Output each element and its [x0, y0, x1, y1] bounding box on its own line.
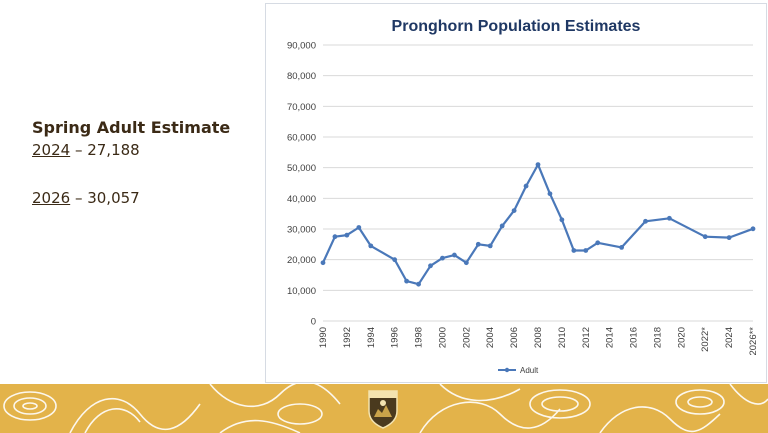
series-line-adult [321, 163, 754, 286]
data-point [416, 281, 421, 287]
y-tick-label: 20,000 [287, 255, 316, 266]
data-point [332, 234, 338, 240]
legend-swatch-marker [504, 367, 510, 373]
data-point [726, 235, 732, 241]
x-tick-label: 1990 [318, 327, 329, 348]
data-point [356, 225, 362, 230]
y-tick-label: 70,000 [287, 102, 316, 113]
data-point [320, 260, 326, 266]
data-point [404, 278, 410, 284]
y-tick-label: 0 [311, 317, 316, 328]
x-tick-label: 2026** [748, 327, 759, 356]
population-chart: Pronghorn Population Estimates 0 10,000 20,… [287, 18, 759, 375]
data-point [547, 191, 553, 197]
x-tick-label: 2020 [676, 327, 687, 348]
x-tick-label: 2018 [652, 327, 663, 348]
x-tick-label: 1994 [366, 327, 377, 348]
data-point [368, 243, 374, 249]
estimate-heading: Spring Adult Estimate [32, 118, 231, 137]
x-tick-label: 2006 [509, 327, 520, 348]
x-tick-label: 2024 [724, 327, 735, 348]
data-point [451, 252, 457, 258]
x-tick-label: 2010 [557, 327, 568, 348]
data-point [523, 183, 529, 189]
x-tick-label: 2012 [581, 327, 592, 348]
y-tick-label: 10,000 [287, 286, 316, 297]
data-point [487, 243, 493, 249]
data-point [428, 263, 433, 269]
legend-label: Adult [520, 366, 539, 375]
y-tick-label: 80,000 [287, 71, 316, 82]
estimate-2026: 2026 – 30,057 [32, 189, 252, 207]
x-tick-label: 2008 [533, 327, 544, 348]
x-tick-label: 1992 [342, 327, 353, 348]
data-point [559, 217, 565, 223]
data-point [666, 215, 672, 221]
x-tick-label: 2022* [700, 327, 711, 352]
data-point [499, 223, 505, 229]
x-tick-label: 2014 [605, 327, 616, 348]
y-tick-label: 90,000 [287, 41, 316, 52]
y-tick-label: 60,000 [287, 133, 316, 144]
data-point [463, 260, 469, 266]
data-point [511, 208, 517, 214]
chart-container: Pronghorn Population Estimates 0 10,000 20,… [265, 3, 767, 383]
data-point [643, 218, 648, 224]
data-point [702, 234, 708, 240]
agency-badge-logo [368, 390, 398, 429]
data-point [392, 257, 398, 263]
chart-title: Pronghorn Population Estimates [392, 18, 641, 35]
x-tick-label: 1998 [414, 327, 425, 348]
topo-lines-decoration [3, 384, 768, 433]
data-point [571, 248, 577, 253]
x-tick-label: 1996 [390, 327, 401, 348]
data-point [750, 226, 756, 232]
estimate-value: – 27,188 [70, 141, 140, 159]
data-point [475, 241, 481, 247]
estimate-value: – 30,057 [70, 189, 140, 207]
x-tick-label: 2016 [629, 327, 640, 348]
x-tick-label: 2004 [485, 327, 496, 348]
data-point [344, 232, 350, 238]
estimate-year: 2024 [32, 141, 71, 159]
data-point [535, 162, 541, 168]
estimate-panel: Spring Adult Estimate 2024 – 27,188 2026… [32, 118, 252, 207]
data-point [619, 245, 625, 250]
data-point [595, 240, 601, 246]
estimate-year: 2026 [32, 189, 71, 207]
x-tick-label: 2000 [437, 327, 448, 348]
y-tick-label: 30,000 [287, 225, 316, 236]
y-tick-label: 40,000 [287, 194, 316, 205]
data-point [440, 255, 445, 261]
estimate-2024: 2024 – 27,188 [32, 141, 252, 159]
y-tick-label: 50,000 [287, 163, 316, 174]
data-point [583, 248, 589, 253]
x-tick-label: 2002 [461, 327, 472, 348]
